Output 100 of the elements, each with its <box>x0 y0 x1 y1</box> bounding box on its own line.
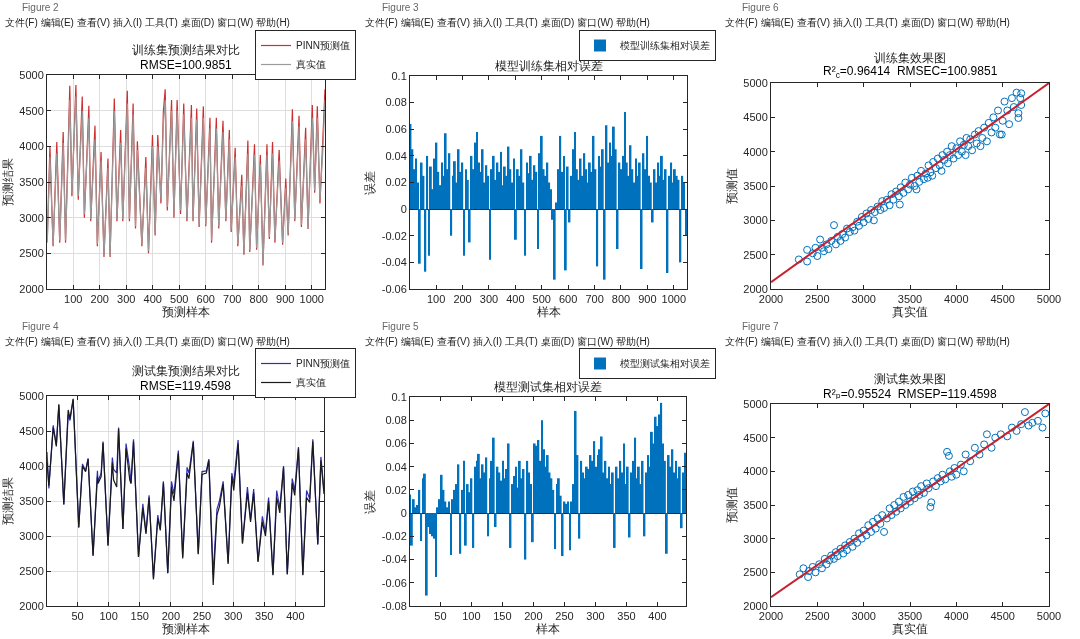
chart-title: 训练集效果图 <box>874 51 946 65</box>
x-tick-label: 900 <box>276 293 295 306</box>
x-tick-label: 4500 <box>990 610 1015 623</box>
x-tick-label: 3500 <box>897 610 923 623</box>
y-tick-label: 0.06 <box>385 437 407 450</box>
y-tick-label: -0.06 <box>381 576 407 589</box>
y-tick-label: 3000 <box>19 211 44 224</box>
y-axis-title: 预测结果 <box>0 477 15 525</box>
x-tick-label: 400 <box>506 293 525 306</box>
y-tick-label: 0.1 <box>391 390 407 403</box>
x-tick-label: 300 <box>479 293 499 306</box>
chart-subtitle: RMSE=100.9851 <box>140 58 233 72</box>
caption: Figure 4 <box>22 321 60 332</box>
text: 文件(F) 编辑(E) 查看(V) 插入(I) 工具(T) 桌面(D) 窗口(W) 帮助(H) <box>365 336 650 347</box>
y-axis-title: 误差 <box>363 170 378 195</box>
y-tick-label: 2000 <box>743 282 768 295</box>
chart-subtitle: RMSE=119.4598 <box>140 379 232 393</box>
y-tick-label: 0.04 <box>385 149 407 162</box>
x-axis-title: 样本 <box>536 305 561 320</box>
x-tick-label: 2500 <box>805 293 830 306</box>
y-tick-label: 4500 <box>19 104 44 117</box>
y-tick-label: 5000 <box>19 68 44 81</box>
x-tick-label: 400 <box>648 610 667 623</box>
x-tick-label: 350 <box>255 610 274 623</box>
caption: Figure 6 <box>742 2 780 13</box>
x-tick-label: 350 <box>617 610 636 623</box>
y-tick-label: 3000 <box>19 529 44 542</box>
x-tick-label: 300 <box>586 610 605 623</box>
legend-label: 真实值 <box>296 59 326 71</box>
x-tick-label: 200 <box>90 293 109 306</box>
x-tick-label: 300 <box>117 293 136 306</box>
y-tick-label: -0.04 <box>381 553 407 566</box>
x-tick-label: 600 <box>196 293 215 306</box>
x-tick-label: 4000 <box>944 610 969 623</box>
y-tick-label: 2000 <box>743 599 768 612</box>
x-tick-label: 1000 <box>299 293 324 306</box>
y-tick-label: 5000 <box>743 397 768 410</box>
y-tick-label: 0.02 <box>385 483 407 496</box>
x-tick-label: 2000 <box>758 610 784 623</box>
x-tick-label: 100 <box>462 610 481 623</box>
y-tick-label: 2500 <box>743 566 768 579</box>
y-axis-title: 预测结果 <box>0 158 15 206</box>
y-tick-label: 3500 <box>743 498 768 511</box>
x-tick-label: 700 <box>223 293 242 306</box>
y-tick-label: 4500 <box>743 431 768 444</box>
y-tick-label: 0 <box>400 202 407 215</box>
y-axis-title: 误差 <box>363 489 378 514</box>
y-tick-label: 0.1 <box>391 69 407 82</box>
chart-subtitle: R²ₚ=0.95524 RMSEP=119.4598 <box>823 387 998 401</box>
y-tick-label: -0.04 <box>381 256 407 269</box>
x-axis-title: 真实值 <box>892 305 928 320</box>
x-tick-label: 50 <box>434 610 447 623</box>
caption: Figure 5 <box>382 321 420 332</box>
legend-label: 模型测试集相对误差 <box>620 358 710 370</box>
y-tick-label: 2500 <box>19 247 44 260</box>
chart-title: 模型测试集相对误差 <box>494 380 602 394</box>
y-tick-label: 3500 <box>19 175 44 188</box>
y-tick-label: 3000 <box>743 214 768 227</box>
y-tick-label: 4000 <box>743 145 768 158</box>
caption: Figure 2 <box>22 2 60 13</box>
legend-label: PINN预测值 <box>296 358 350 370</box>
x-tick-label: 2000 <box>758 293 784 306</box>
text: 文件(F) 编辑(E) 查看(V) 插入(I) 工具(T) 桌面(D) 窗口(W) 帮助(H) <box>5 17 290 28</box>
y-tick-label: 0 <box>400 506 407 519</box>
x-tick-label: 100 <box>426 293 446 306</box>
x-tick-label: 900 <box>638 293 657 306</box>
x-tick-label: 3000 <box>851 610 876 623</box>
text: 文件(F) 编辑(E) 查看(V) 插入(I) 工具(T) 桌面(D) 窗口(W) 帮助(H) <box>5 336 290 347</box>
y-tick-label: 0.02 <box>385 176 407 189</box>
y-tick-label: -0.02 <box>381 229 407 242</box>
x-tick-label: 300 <box>223 610 243 623</box>
x-tick-label: 3500 <box>897 293 923 306</box>
text: 文件(F) 编辑(E) 查看(V) 插入(I) 工具(T) 桌面(D) 窗口(W) 帮助(H) <box>365 17 650 28</box>
x-tick-label: 200 <box>453 293 472 306</box>
x-tick-label: 100 <box>99 610 118 623</box>
y-axis-title: 预测值 <box>724 487 739 523</box>
y-tick-label: 4000 <box>743 465 768 478</box>
caption: Figure 3 <box>382 2 420 13</box>
y-tick-label: 0.04 <box>385 460 407 473</box>
y-axis-title: 预测值 <box>724 168 739 204</box>
x-tick-label: 400 <box>143 293 162 306</box>
x-tick-label: 400 <box>286 610 305 623</box>
chart-title: 模型训练集相对误差 <box>495 59 603 73</box>
y-tick-label: -0.02 <box>381 530 407 543</box>
y-tick-label: 5000 <box>19 389 44 402</box>
y-tick-label: 0.08 <box>385 414 407 427</box>
caption: Figure 7 <box>742 321 780 332</box>
y-tick-label: 2000 <box>19 282 44 295</box>
y-tick-label: 4500 <box>743 111 768 124</box>
x-tick-label: 200 <box>524 610 543 623</box>
chart-title: 测试集效果图 <box>874 372 946 386</box>
x-tick-label: 100 <box>64 293 83 306</box>
text: 文件(F) 编辑(E) 查看(V) 插入(I) 工具(T) 桌面(D) 窗口(W) 帮助(H) <box>725 17 1010 28</box>
x-tick-label: 500 <box>532 293 551 306</box>
x-tick-label: 250 <box>192 610 212 623</box>
y-tick-label: 0.08 <box>385 96 407 109</box>
x-tick-label: 800 <box>249 293 268 306</box>
y-tick-label: -0.06 <box>381 282 407 295</box>
chart-subtitle: R²$_{c}$=0.96414 RMSEC=100.9851 <box>823 64 998 80</box>
x-tick-label: 3000 <box>851 293 876 306</box>
